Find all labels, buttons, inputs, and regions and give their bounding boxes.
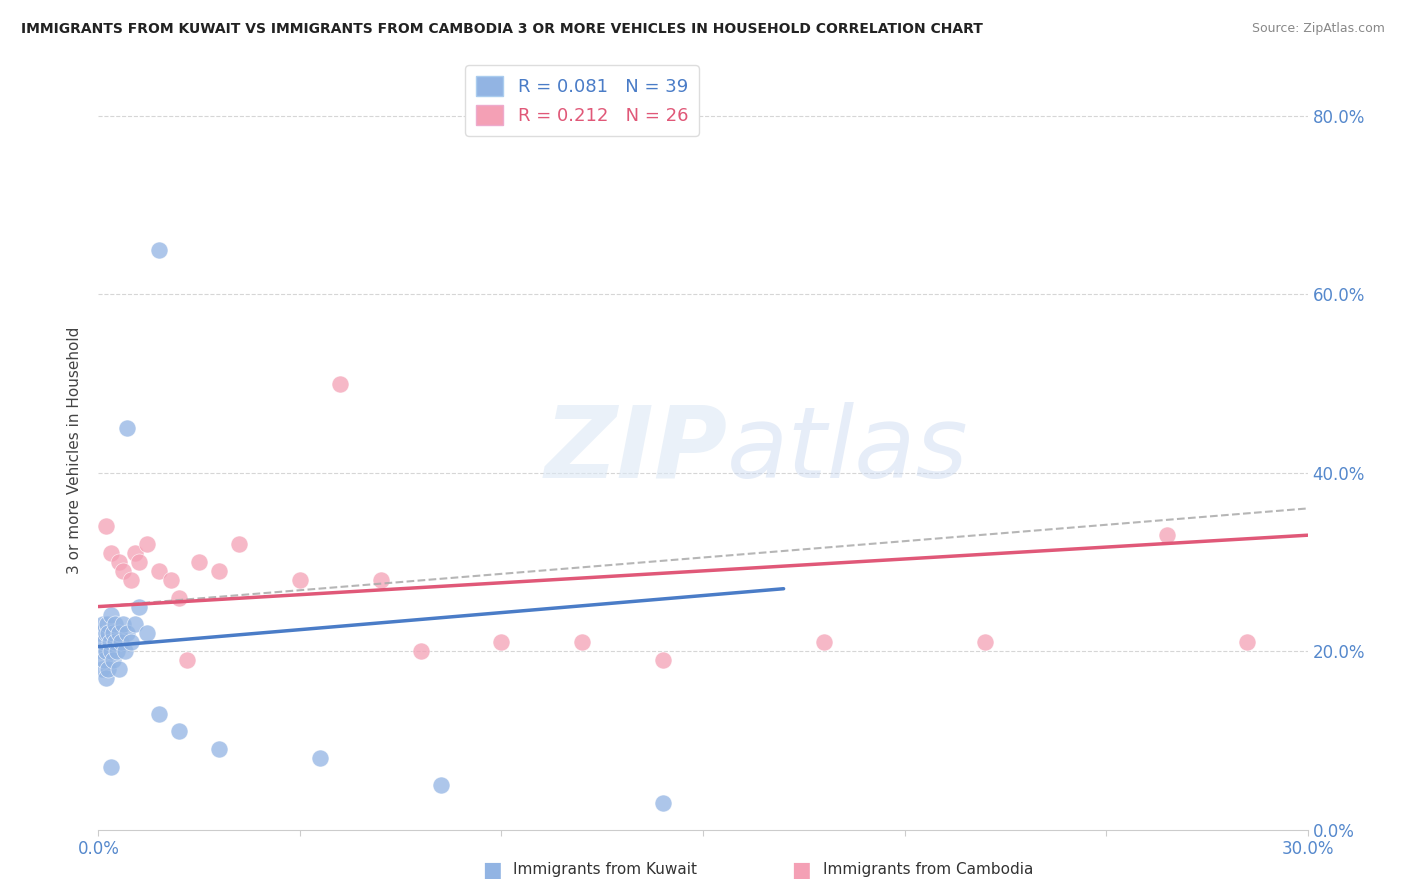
Point [430, 778, 453, 792]
Point [228, 537, 250, 551]
Point [148, 706, 170, 721]
Point [101, 626, 124, 640]
Point [100, 546, 122, 560]
Point [90, 644, 112, 658]
Point [148, 564, 170, 578]
Point [135, 537, 157, 551]
Point [115, 421, 138, 435]
Point [491, 635, 513, 649]
Point [208, 564, 231, 578]
Text: atlas: atlas [727, 402, 969, 499]
Point [105, 644, 128, 658]
Point [176, 653, 198, 667]
Point [111, 564, 134, 578]
Point [93, 653, 115, 667]
Y-axis label: 3 or more Vehicles in Household: 3 or more Vehicles in Household [67, 326, 83, 574]
Point [409, 644, 432, 658]
Point [135, 626, 157, 640]
Point [120, 573, 142, 587]
Text: Immigrants from Kuwait: Immigrants from Kuwait [513, 863, 697, 877]
Point [96, 671, 118, 685]
Text: Immigrants from Cambodia: Immigrants from Cambodia [823, 863, 1033, 877]
Point [288, 573, 311, 587]
Point [128, 599, 150, 614]
Point [97, 662, 120, 676]
Point [101, 653, 124, 667]
Point [148, 243, 170, 257]
Text: ■: ■ [792, 860, 811, 880]
Point [103, 617, 125, 632]
Point [96, 519, 118, 533]
Point [107, 555, 129, 569]
Point [100, 644, 122, 658]
Point [1236, 635, 1258, 649]
Point [188, 555, 211, 569]
Text: ■: ■ [482, 860, 502, 880]
Point [974, 635, 997, 649]
Point [107, 626, 129, 640]
Legend: R = 0.081   N = 39, R = 0.212   N = 26: R = 0.081 N = 39, R = 0.212 N = 26 [465, 65, 699, 136]
Point [114, 644, 136, 658]
Point [98, 635, 121, 649]
Point [93, 635, 115, 649]
Text: Source: ZipAtlas.com: Source: ZipAtlas.com [1251, 22, 1385, 36]
Point [124, 617, 146, 632]
Point [370, 573, 392, 587]
Point [167, 724, 190, 739]
Text: ZIP: ZIP [544, 402, 727, 499]
Point [91, 662, 114, 676]
Point [100, 760, 122, 774]
Point [124, 546, 146, 560]
Point [651, 796, 673, 810]
Point [91, 617, 114, 632]
Point [160, 573, 183, 587]
Text: IMMIGRANTS FROM KUWAIT VS IMMIGRANTS FROM CAMBODIA 3 OR MORE VEHICLES IN HOUSEHO: IMMIGRANTS FROM KUWAIT VS IMMIGRANTS FRO… [21, 22, 983, 37]
Point [110, 635, 132, 649]
Point [167, 591, 190, 605]
Point [94, 626, 117, 640]
Point [208, 742, 231, 756]
Point [813, 635, 835, 649]
Point [329, 376, 352, 391]
Point [571, 635, 593, 649]
Point [97, 626, 120, 640]
Point [128, 555, 150, 569]
Point [1156, 528, 1178, 542]
Point [120, 635, 142, 649]
Point [96, 644, 118, 658]
Point [103, 635, 125, 649]
Point [96, 617, 118, 632]
Point [651, 653, 673, 667]
Point [115, 626, 138, 640]
Point [111, 617, 134, 632]
Point [107, 662, 129, 676]
Point [309, 751, 332, 765]
Point [100, 608, 122, 623]
Point [89, 626, 111, 640]
